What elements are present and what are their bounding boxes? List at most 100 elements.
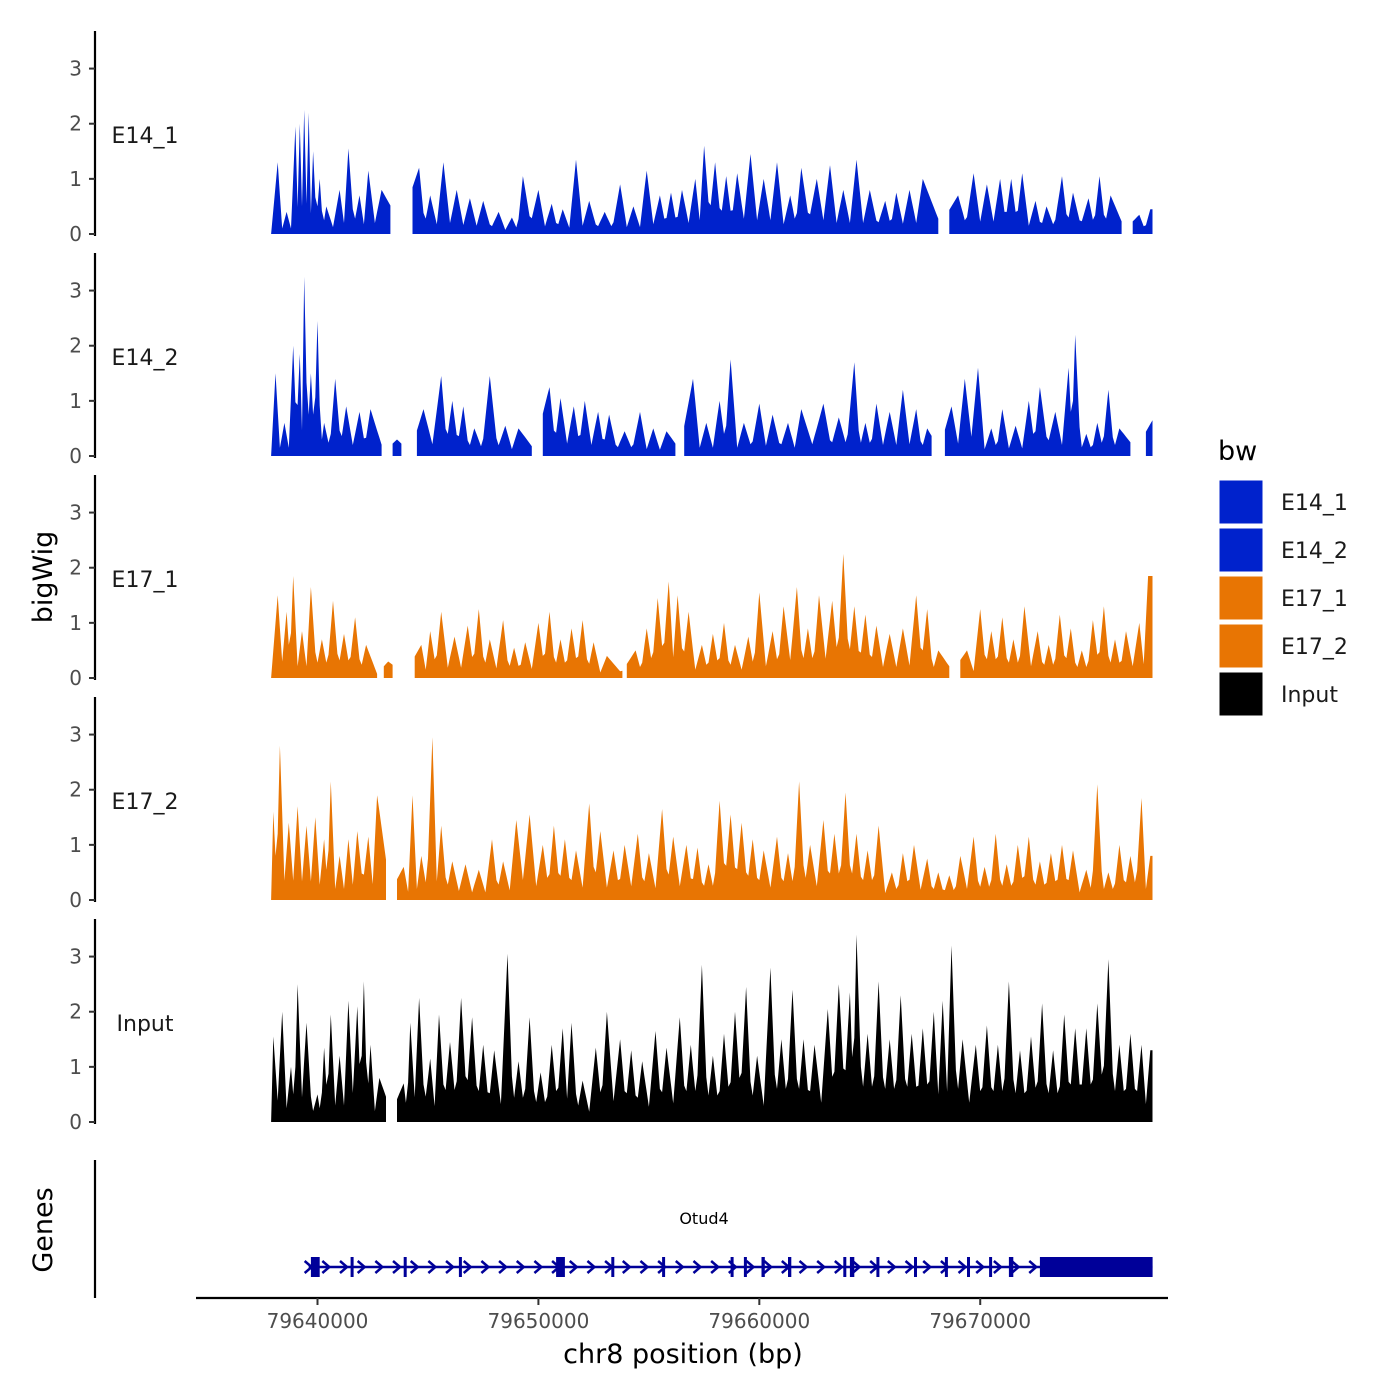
- legend-label-E17_1: E17_1: [1281, 587, 1348, 612]
- coverage-area: [944, 334, 1131, 456]
- gene-exon: [843, 1257, 847, 1277]
- y-tick-label: 3: [69, 723, 82, 747]
- gene-exon: [403, 1257, 407, 1277]
- strand-arrow: [533, 1260, 544, 1274]
- coverage-area: [416, 376, 532, 456]
- gene-exon: [611, 1257, 615, 1277]
- y-tick-label: 0: [69, 1110, 82, 1134]
- coverage-area: [414, 609, 623, 678]
- strand-arrow: [710, 1260, 721, 1274]
- strand-arrow: [851, 1260, 862, 1274]
- coverage-area: [542, 387, 676, 456]
- y-tick-label: 0: [69, 444, 82, 468]
- strand-arrow: [1010, 1260, 1021, 1274]
- y-tick-label: 1: [69, 1055, 82, 1079]
- strand-arrow: [321, 1260, 332, 1274]
- strand-arrow: [745, 1260, 756, 1274]
- strand-arrow: [657, 1260, 668, 1274]
- strand-arrow: [445, 1260, 455, 1274]
- strand-arrow: [922, 1260, 933, 1274]
- y-tick-label: 1: [69, 611, 82, 635]
- x-tick-label: 79670000: [929, 1309, 1031, 1333]
- strand-arrow: [339, 1260, 349, 1274]
- strand-arrow: [993, 1260, 1003, 1274]
- coverage-area: [383, 661, 393, 678]
- coverage-area: [271, 109, 391, 234]
- y-tick-label: 2: [69, 556, 82, 580]
- track-label: E14_2: [112, 346, 179, 371]
- gene-exon: [967, 1257, 970, 1277]
- strand-arrow: [674, 1260, 685, 1274]
- gene-track: Otud4: [93, 1160, 1153, 1298]
- coverage-area: [271, 981, 386, 1122]
- track-Input: 0 1 2 3 Input: [69, 919, 1153, 1134]
- y-tick-label: 0: [69, 222, 82, 246]
- strand-arrow: [904, 1260, 915, 1274]
- gene-exon: [761, 1257, 765, 1277]
- coverage-area: [960, 576, 1153, 678]
- y-tick-label: 0: [69, 888, 82, 912]
- strand-arrow: [462, 1260, 473, 1274]
- y-tick-label: 0: [69, 666, 82, 690]
- gene-exon: [1008, 1257, 1014, 1277]
- strand-arrow: [586, 1260, 597, 1274]
- legend-label-E14_1: E14_1: [1281, 491, 1348, 516]
- track-label: E17_1: [112, 568, 179, 593]
- gene-exon: [662, 1257, 666, 1277]
- legend-title: bw: [1218, 436, 1257, 467]
- coverage-area: [271, 745, 386, 900]
- strand-arrow: [427, 1260, 438, 1274]
- strand-arrow: [798, 1260, 809, 1274]
- coverage-area: [684, 359, 932, 456]
- coverage-area: [626, 553, 950, 678]
- track-E17_1: 0 1 2 3 E17_1: [69, 475, 1153, 690]
- coverage-area: [412, 145, 939, 234]
- coverage-tracks: 0 1 2 3 E14_1 0 1 2 3 E14_2 0 1 2 3 E17_1 0 1 2 3 E17_2 0 1 2 3…: [69, 31, 1153, 1134]
- strand-arrow: [480, 1260, 491, 1274]
- x-tick-label: 79660000: [708, 1309, 810, 1333]
- strand-arrow: [692, 1260, 703, 1274]
- gene-exon: [788, 1257, 792, 1277]
- strand-arrow: [515, 1260, 526, 1274]
- strand-arrow: [392, 1260, 402, 1274]
- strand-arrow: [763, 1260, 774, 1274]
- legend-label-E17_2: E17_2: [1281, 635, 1348, 660]
- strand-arrow: [409, 1260, 420, 1274]
- track-label: E14_1: [112, 124, 179, 149]
- track-label: E17_2: [112, 790, 179, 815]
- track-E14_2: 0 1 2 3 E14_2: [69, 253, 1153, 468]
- gene-exon: [458, 1257, 462, 1277]
- coverage-area: [949, 173, 1122, 234]
- y-tick-label: 2: [69, 1000, 82, 1024]
- y-tick-label: 1: [69, 389, 82, 413]
- strand-arrow: [1028, 1260, 1039, 1274]
- strand-arrow: [498, 1260, 508, 1274]
- strand-arrow: [303, 1260, 314, 1274]
- gene-exon: [849, 1257, 855, 1277]
- legend-key-E17_1: [1218, 575, 1264, 621]
- track-E17_2: 0 1 2 3 E17_2: [69, 697, 1153, 912]
- x-tick-label: 79650000: [488, 1309, 590, 1333]
- strand-arrow: [639, 1260, 650, 1274]
- y-tick-label: 1: [69, 167, 82, 191]
- coverage-area: [397, 934, 1153, 1122]
- y-axis-title: bigWig: [28, 531, 59, 624]
- gene-exon: [914, 1257, 917, 1277]
- strand-arrow: [834, 1260, 844, 1274]
- legend-key-E17_2: [1218, 623, 1264, 669]
- y-tick-label: 3: [69, 57, 82, 81]
- y-tick-label: 3: [69, 501, 82, 525]
- y-tick-label: 2: [69, 778, 82, 802]
- legend-label-E14_2: E14_2: [1281, 539, 1348, 564]
- track-label: Input: [117, 1012, 174, 1037]
- strand-arrow: [568, 1260, 579, 1274]
- gene-exon: [989, 1257, 993, 1277]
- gene-exon: [944, 1257, 948, 1277]
- gene-exon: [1039, 1257, 1153, 1277]
- gene-exon: [730, 1257, 734, 1277]
- strand-arrow: [374, 1260, 385, 1274]
- y-tick-label: 1: [69, 833, 82, 857]
- coverage-area: [271, 276, 382, 456]
- y-tick-label: 3: [69, 945, 82, 969]
